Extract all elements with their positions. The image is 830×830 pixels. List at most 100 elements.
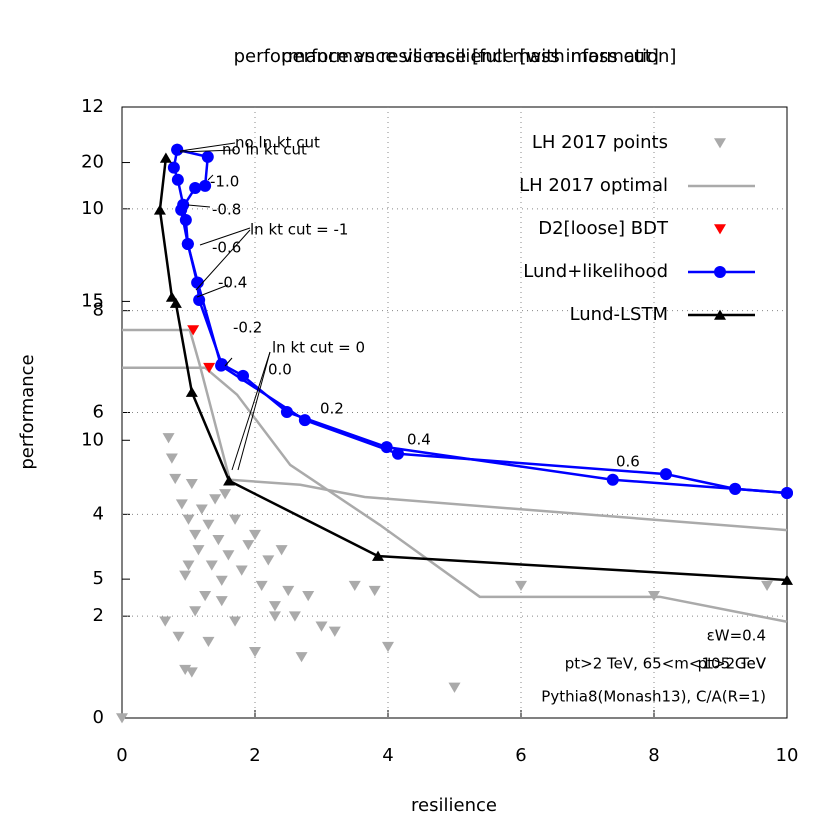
point <box>202 636 215 648</box>
point <box>171 173 184 186</box>
y-tick-label: 12 <box>81 96 104 117</box>
point <box>781 486 793 499</box>
y2-tick-label: 15 <box>81 290 104 311</box>
annotation: ln kt cut = -1 <box>250 221 348 239</box>
point <box>205 560 218 571</box>
annotation: -1.0 <box>210 173 239 191</box>
point <box>302 591 315 602</box>
annotation: -0.4 <box>218 274 247 292</box>
annotation-arrow <box>179 142 236 152</box>
point <box>185 386 198 397</box>
annotation: -0.8 <box>212 201 241 219</box>
point <box>298 414 311 427</box>
point <box>372 550 385 561</box>
point <box>189 606 202 617</box>
point <box>191 276 204 289</box>
point <box>222 550 235 561</box>
legend-label: Lund-LSTM <box>570 304 668 325</box>
point <box>153 204 166 215</box>
x-tick-label: 2 <box>249 745 260 766</box>
point <box>223 475 236 486</box>
point <box>179 570 192 581</box>
point <box>182 514 195 525</box>
y-tick-label: 2 <box>93 605 104 626</box>
legend-label: D2[loose] BDT <box>538 218 669 239</box>
legend-swatch <box>714 138 726 149</box>
annotation-arrow <box>207 174 214 181</box>
annotation-arrow <box>231 351 271 471</box>
series-line <box>122 366 788 623</box>
x-tick-label: 0 <box>116 745 127 766</box>
point <box>249 647 261 658</box>
chart-title: performance vs resilience [full mass inf… <box>234 46 677 67</box>
point <box>229 514 242 525</box>
point <box>209 494 222 505</box>
annotation: -0.6 <box>212 239 241 257</box>
point <box>219 489 232 500</box>
series-line <box>172 149 788 495</box>
point <box>275 545 288 556</box>
annotation: 0.0 <box>268 361 292 379</box>
point <box>215 359 228 372</box>
chart-subtitle: performance vs resilience [with mass cut… <box>281 46 659 67</box>
y-tick-label: 10 <box>81 198 104 219</box>
point <box>169 297 182 308</box>
point <box>162 433 175 444</box>
point <box>328 626 341 637</box>
x-tick-label: 10 <box>776 745 799 766</box>
point <box>189 181 202 194</box>
point <box>185 478 198 490</box>
legend-swatch <box>714 224 726 235</box>
point <box>215 596 228 607</box>
annotation-arrow <box>179 149 236 153</box>
annotation: 0.6 <box>616 453 640 471</box>
point <box>781 574 793 585</box>
point <box>165 291 178 302</box>
point <box>201 150 214 163</box>
annotation-arrow <box>187 204 211 208</box>
point <box>185 667 198 678</box>
x-tick-label: 8 <box>648 745 659 766</box>
point <box>167 161 180 174</box>
point <box>189 529 202 541</box>
point <box>169 473 182 485</box>
point <box>229 616 242 627</box>
annotation-arrow <box>224 357 233 367</box>
point <box>195 504 208 515</box>
legend-label: LH 2017 optimal <box>519 175 668 196</box>
point <box>268 611 281 622</box>
point <box>116 713 128 724</box>
annotation-arrow <box>237 351 271 471</box>
annotation: 0.2 <box>320 400 344 418</box>
point <box>295 652 308 663</box>
point <box>175 499 188 510</box>
point <box>315 621 328 632</box>
point <box>242 540 255 551</box>
point <box>391 447 404 460</box>
annotation: -0.2 <box>233 319 262 337</box>
annotation-arrow <box>196 284 229 298</box>
y-tick-label: 0 <box>93 707 104 728</box>
y-tick-label: 6 <box>93 402 104 423</box>
point <box>235 565 248 576</box>
legend-label: Lund+likelihood <box>523 261 668 282</box>
annotation-arrow <box>199 227 251 246</box>
point <box>165 453 178 464</box>
annotation-arrow <box>195 229 251 291</box>
y2-tick-label: 10 <box>81 429 104 450</box>
point <box>175 203 188 216</box>
y2-tick-label: 20 <box>81 152 104 173</box>
point <box>182 560 195 571</box>
point <box>203 362 216 374</box>
annotation: 0.4 <box>407 431 431 449</box>
x-tick-label: 6 <box>515 745 526 766</box>
point <box>659 468 672 481</box>
point <box>187 325 200 336</box>
point <box>199 179 212 192</box>
point <box>382 641 394 653</box>
point <box>249 529 261 541</box>
point <box>606 473 619 486</box>
annotation: ln kt cut = 0 <box>272 339 365 357</box>
point <box>262 555 275 566</box>
